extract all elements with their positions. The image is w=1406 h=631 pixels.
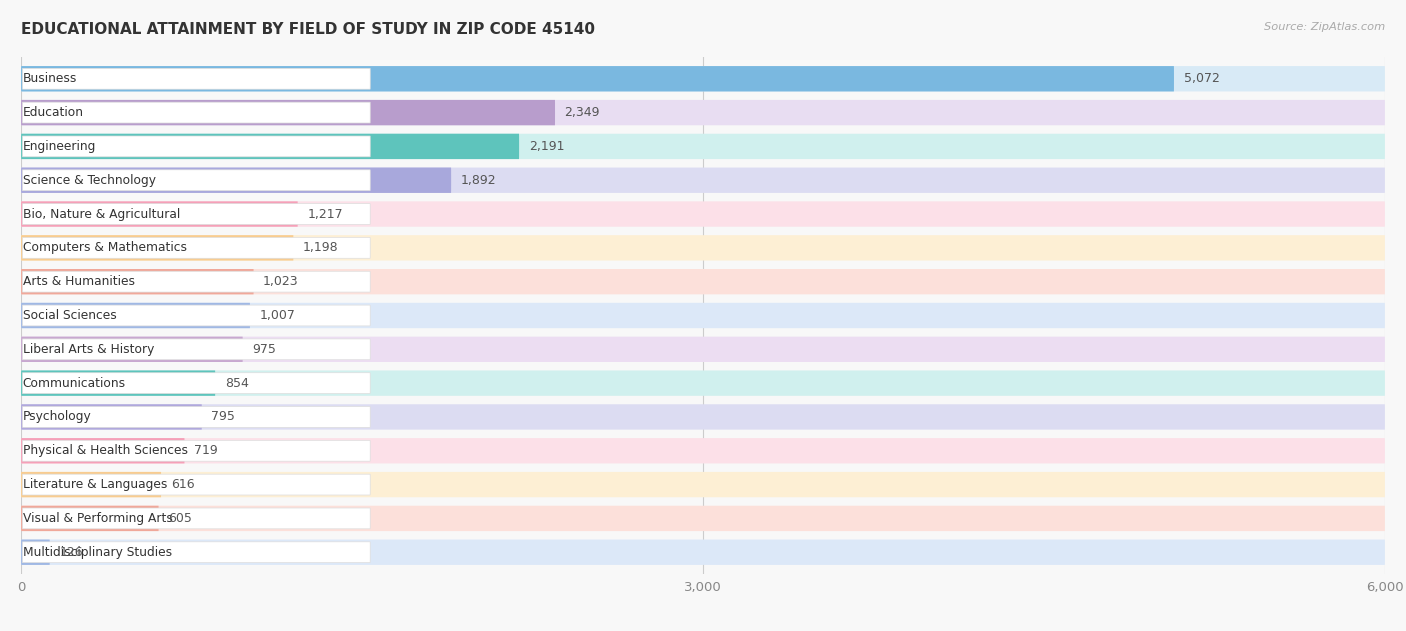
Text: 605: 605 — [169, 512, 193, 525]
Text: Psychology: Psychology — [22, 410, 91, 423]
Text: 1,198: 1,198 — [302, 242, 339, 254]
FancyBboxPatch shape — [22, 373, 370, 394]
FancyBboxPatch shape — [21, 303, 1385, 328]
Text: Multidisciplinary Studies: Multidisciplinary Studies — [22, 546, 172, 558]
FancyBboxPatch shape — [22, 170, 370, 191]
FancyBboxPatch shape — [21, 370, 1385, 396]
FancyBboxPatch shape — [21, 269, 1385, 295]
Text: 975: 975 — [252, 343, 276, 356]
FancyBboxPatch shape — [21, 100, 1385, 126]
FancyBboxPatch shape — [21, 472, 1385, 497]
Text: 1,217: 1,217 — [308, 208, 343, 221]
FancyBboxPatch shape — [21, 168, 451, 193]
FancyBboxPatch shape — [21, 269, 253, 295]
Text: 616: 616 — [170, 478, 194, 491]
Text: Education: Education — [22, 106, 83, 119]
Text: Communications: Communications — [22, 377, 125, 389]
FancyBboxPatch shape — [21, 201, 298, 227]
Text: Social Sciences: Social Sciences — [22, 309, 117, 322]
FancyBboxPatch shape — [22, 271, 370, 292]
FancyBboxPatch shape — [21, 100, 555, 126]
FancyBboxPatch shape — [21, 201, 1385, 227]
FancyBboxPatch shape — [22, 406, 370, 427]
Text: Source: ZipAtlas.com: Source: ZipAtlas.com — [1264, 22, 1385, 32]
FancyBboxPatch shape — [21, 404, 1385, 430]
FancyBboxPatch shape — [21, 370, 215, 396]
Text: 719: 719 — [194, 444, 218, 457]
FancyBboxPatch shape — [21, 336, 243, 362]
Text: 1,007: 1,007 — [260, 309, 295, 322]
FancyBboxPatch shape — [21, 134, 519, 159]
FancyBboxPatch shape — [22, 305, 370, 326]
Text: Arts & Humanities: Arts & Humanities — [22, 275, 135, 288]
FancyBboxPatch shape — [21, 404, 202, 430]
Text: Engineering: Engineering — [22, 140, 96, 153]
Text: 2,191: 2,191 — [529, 140, 564, 153]
Text: Physical & Health Sciences: Physical & Health Sciences — [22, 444, 187, 457]
Text: 2,349: 2,349 — [565, 106, 600, 119]
FancyBboxPatch shape — [21, 438, 1385, 463]
FancyBboxPatch shape — [21, 540, 49, 565]
FancyBboxPatch shape — [22, 542, 370, 563]
FancyBboxPatch shape — [22, 204, 370, 225]
FancyBboxPatch shape — [22, 237, 370, 258]
FancyBboxPatch shape — [21, 438, 184, 463]
Text: Computers & Mathematics: Computers & Mathematics — [22, 242, 187, 254]
FancyBboxPatch shape — [21, 505, 1385, 531]
Text: Bio, Nature & Agricultural: Bio, Nature & Agricultural — [22, 208, 180, 221]
FancyBboxPatch shape — [21, 472, 162, 497]
FancyBboxPatch shape — [21, 66, 1174, 91]
FancyBboxPatch shape — [21, 303, 250, 328]
FancyBboxPatch shape — [22, 102, 370, 123]
Text: EDUCATIONAL ATTAINMENT BY FIELD OF STUDY IN ZIP CODE 45140: EDUCATIONAL ATTAINMENT BY FIELD OF STUDY… — [21, 22, 595, 37]
Text: 854: 854 — [225, 377, 249, 389]
FancyBboxPatch shape — [21, 336, 1385, 362]
FancyBboxPatch shape — [22, 136, 370, 157]
FancyBboxPatch shape — [22, 508, 370, 529]
FancyBboxPatch shape — [22, 474, 370, 495]
FancyBboxPatch shape — [21, 235, 1385, 261]
Text: 795: 795 — [211, 410, 235, 423]
Text: 126: 126 — [59, 546, 83, 558]
Text: 1,023: 1,023 — [263, 275, 299, 288]
FancyBboxPatch shape — [21, 168, 1385, 193]
Text: Visual & Performing Arts: Visual & Performing Arts — [22, 512, 173, 525]
FancyBboxPatch shape — [22, 339, 370, 360]
Text: Science & Technology: Science & Technology — [22, 174, 156, 187]
Text: 1,892: 1,892 — [461, 174, 496, 187]
Text: 5,072: 5,072 — [1184, 73, 1219, 85]
Text: Liberal Arts & History: Liberal Arts & History — [22, 343, 153, 356]
FancyBboxPatch shape — [21, 235, 294, 261]
FancyBboxPatch shape — [21, 540, 1385, 565]
Text: Literature & Languages: Literature & Languages — [22, 478, 167, 491]
FancyBboxPatch shape — [21, 134, 1385, 159]
FancyBboxPatch shape — [21, 505, 159, 531]
FancyBboxPatch shape — [22, 68, 370, 89]
FancyBboxPatch shape — [22, 440, 370, 461]
Text: Business: Business — [22, 73, 77, 85]
FancyBboxPatch shape — [21, 66, 1385, 91]
